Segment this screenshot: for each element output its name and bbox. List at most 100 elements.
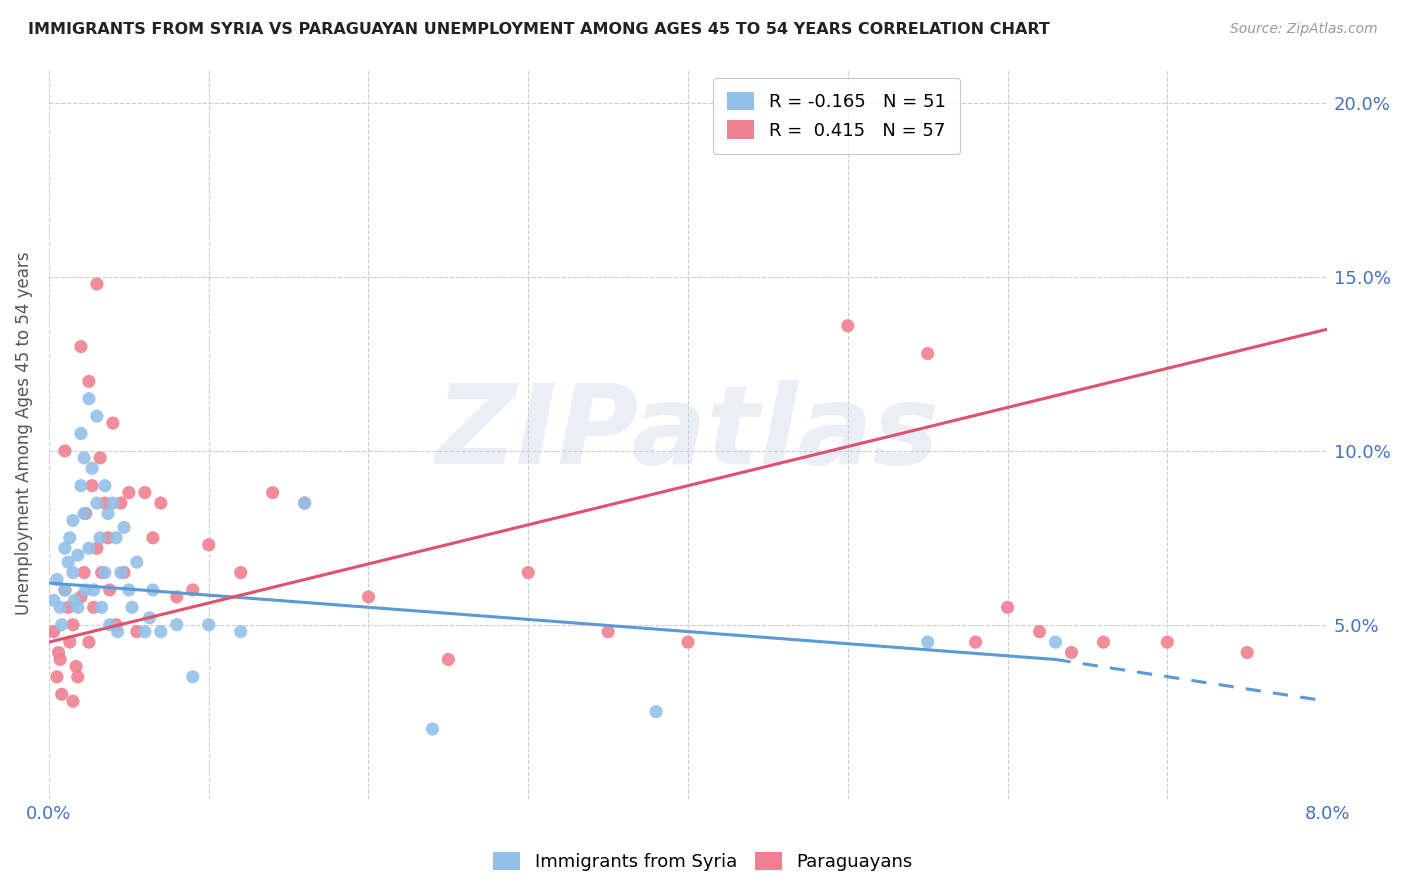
Point <box>118 582 141 597</box>
Point <box>90 566 112 580</box>
Point <box>86 277 108 291</box>
Point <box>49 600 72 615</box>
Point <box>59 635 82 649</box>
Point <box>965 635 987 649</box>
Point <box>134 624 156 639</box>
Point <box>1156 635 1178 649</box>
Point <box>46 670 69 684</box>
Point <box>149 624 172 639</box>
Point <box>676 635 699 649</box>
Point <box>77 392 100 406</box>
Point <box>125 624 148 639</box>
Point <box>86 496 108 510</box>
Point <box>166 617 188 632</box>
Point <box>66 548 89 562</box>
Point <box>112 520 135 534</box>
Point <box>62 566 84 580</box>
Point <box>42 593 65 607</box>
Point <box>82 461 104 475</box>
Point <box>138 611 160 625</box>
Legend: Immigrants from Syria, Paraguayans: Immigrants from Syria, Paraguayans <box>486 845 920 879</box>
Point <box>83 600 105 615</box>
Point <box>197 538 219 552</box>
Point <box>181 670 204 684</box>
Point <box>53 582 76 597</box>
Point <box>197 617 219 632</box>
Point <box>59 531 82 545</box>
Point <box>70 478 93 492</box>
Point <box>94 478 117 492</box>
Point <box>83 582 105 597</box>
Text: IMMIGRANTS FROM SYRIA VS PARAGUAYAN UNEMPLOYMENT AMONG AGES 45 TO 54 YEARS CORRE: IMMIGRANTS FROM SYRIA VS PARAGUAYAN UNEM… <box>28 22 1050 37</box>
Point <box>837 318 859 333</box>
Point <box>63 593 86 607</box>
Point <box>82 478 104 492</box>
Point <box>598 624 620 639</box>
Point <box>66 600 89 615</box>
Point <box>77 541 100 556</box>
Point <box>142 582 165 597</box>
Point <box>51 617 73 632</box>
Point <box>134 485 156 500</box>
Point <box>437 652 460 666</box>
Legend: R = -0.165   N = 51, R =  0.415   N = 57: R = -0.165 N = 51, R = 0.415 N = 57 <box>713 78 960 154</box>
Point <box>101 496 124 510</box>
Point <box>46 573 69 587</box>
Point <box>645 705 668 719</box>
Point <box>70 340 93 354</box>
Point <box>94 496 117 510</box>
Point <box>73 450 96 465</box>
Point <box>1028 624 1050 639</box>
Text: Source: ZipAtlas.com: Source: ZipAtlas.com <box>1230 22 1378 37</box>
Point <box>229 624 252 639</box>
Point <box>66 670 89 684</box>
Point <box>98 582 121 597</box>
Point <box>294 496 316 510</box>
Point <box>53 582 76 597</box>
Point <box>75 582 97 597</box>
Point <box>97 507 120 521</box>
Point <box>70 590 93 604</box>
Point <box>77 375 100 389</box>
Point <box>56 555 79 569</box>
Point <box>517 566 540 580</box>
Point <box>73 566 96 580</box>
Point <box>110 566 132 580</box>
Point <box>422 722 444 736</box>
Point <box>86 409 108 424</box>
Point <box>56 600 79 615</box>
Point <box>105 531 128 545</box>
Point <box>1060 646 1083 660</box>
Point <box>121 600 143 615</box>
Point <box>97 531 120 545</box>
Point <box>166 590 188 604</box>
Point <box>101 416 124 430</box>
Point <box>112 566 135 580</box>
Point <box>357 590 380 604</box>
Point <box>125 555 148 569</box>
Point <box>89 450 111 465</box>
Point <box>118 485 141 500</box>
Point <box>229 566 252 580</box>
Point <box>73 507 96 521</box>
Point <box>94 566 117 580</box>
Point <box>70 426 93 441</box>
Point <box>89 531 111 545</box>
Point <box>917 346 939 360</box>
Point <box>51 687 73 701</box>
Point <box>149 496 172 510</box>
Point <box>917 635 939 649</box>
Point <box>107 624 129 639</box>
Point <box>62 513 84 527</box>
Point <box>105 617 128 632</box>
Point <box>53 541 76 556</box>
Point <box>42 624 65 639</box>
Point <box>181 582 204 597</box>
Point <box>1236 646 1258 660</box>
Point <box>62 694 84 708</box>
Point <box>90 600 112 615</box>
Point <box>997 600 1019 615</box>
Point <box>142 531 165 545</box>
Point <box>1092 635 1115 649</box>
Point <box>77 635 100 649</box>
